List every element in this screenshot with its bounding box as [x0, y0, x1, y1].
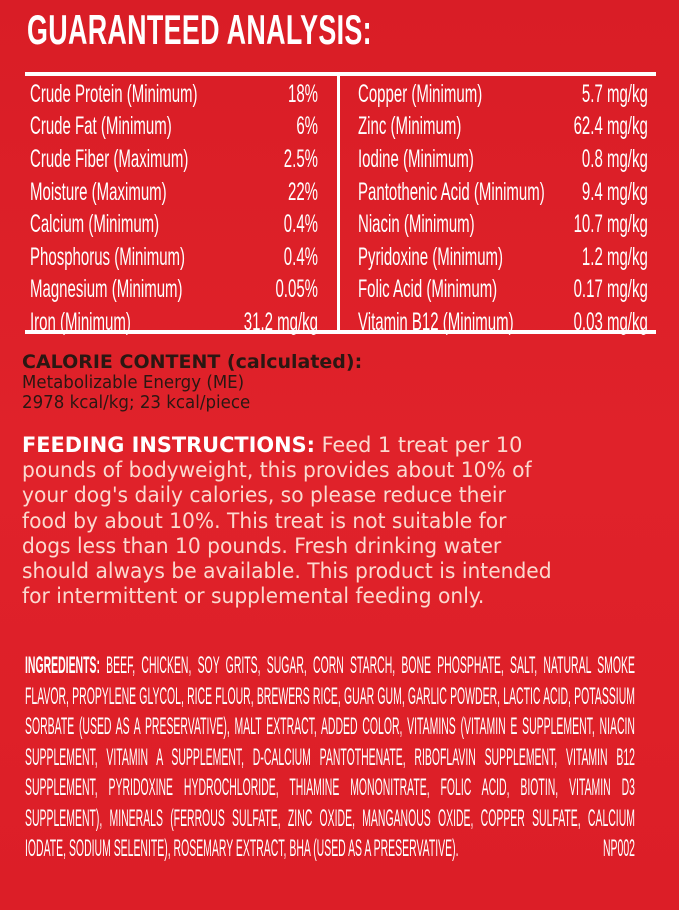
ingredients-line: SUPPLEMENT, VITAMIN A SUPPLEMENT, D-CALC… [25, 743, 635, 771]
calorie-line: Metabolizable Energy (ME) [22, 373, 245, 393]
nutrient-label: Iodine (Minimum) [358, 144, 474, 173]
nutrient-label: Copper (Minimum) [358, 79, 483, 108]
nutrient-value: 6% [296, 112, 318, 141]
analysis-row: Phosphorus (Minimum) 0.4% [30, 241, 318, 274]
feeding-line: food by about 10%. This treat is not sui… [22, 508, 507, 534]
nutrient-label: Vitamin B12 (Minimum) [358, 307, 514, 336]
analysis-row: Copper (Minimum) 5.7 mg/kg [358, 78, 648, 111]
nutrient-value: 10.7 mg/kg [573, 210, 648, 239]
guaranteed-analysis-title: GUARANTEED ANALYSIS: [27, 6, 372, 53]
calorie-heading: CALORIE CONTENT (calculated): [22, 351, 363, 373]
nutrient-label: Pyridoxine (Minimum) [358, 242, 504, 271]
feeding-line: dogs less than 10 pounds. Fresh drinking… [22, 533, 502, 559]
nutrient-label: Iron (Minimum) [30, 307, 131, 336]
table-top-rule [25, 72, 656, 76]
nutrient-label: Calcium (Minimum) [30, 210, 160, 239]
calorie-line: 2978 kcal/kg; 23 kcal/piece [22, 393, 251, 413]
nutrient-label: Phosphorus (Minimum) [30, 242, 186, 271]
feeding-line: for intermittent or supplemental feeding… [22, 584, 485, 610]
nutrient-value: 2.5% [283, 144, 318, 173]
nutrient-value: 62.4 mg/kg [573, 112, 648, 141]
nutrient-label: Crude Protein (Minimum) [30, 79, 198, 108]
ingredients-heading: INGREDIENTS: [25, 652, 100, 679]
feeding-heading: FEEDING INSTRUCTIONS: [22, 433, 315, 458]
nutrient-label: Zinc (Minimum) [358, 112, 462, 141]
nutrient-label: Pantothenic Acid (Minimum) [358, 177, 545, 206]
ingredients-line: SUPPLEMENT), MINERALS (FERROUS SULFATE, … [25, 804, 635, 832]
table-bottom-rule [25, 330, 656, 334]
feeding-instructions: FEEDING INSTRUCTIONS: Feed 1 treat per 1… [22, 433, 585, 609]
nutrient-value: 0.4% [283, 242, 318, 271]
feeding-line: your dog's daily calories, so please red… [22, 483, 506, 509]
ingredients-text: BEEF, CHICKEN, SOY GRITS, SUGAR, CORN ST… [99, 652, 635, 679]
analysis-row: Moisture (Maximum) 22% [30, 176, 318, 209]
analysis-row: Niacin (Minimum) 10.7 mg/kg [358, 208, 648, 241]
feeding-text: Feed 1 treat per 10 [314, 433, 523, 458]
product-code: NP002 [603, 835, 635, 862]
analysis-row: Folic Acid (Minimum) 0.17 mg/kg [358, 274, 648, 307]
nutrient-value: 0.05% [275, 275, 318, 304]
analysis-row: Pyridoxine (Minimum) 1.2 mg/kg [358, 241, 648, 274]
ingredients-line: SORBATE (USED AS A PRESERVATIVE), MALT E… [25, 713, 635, 740]
nutrient-value: 22% [287, 177, 318, 206]
feeding-line: FEEDING INSTRUCTIONS: Feed 1 treat per 1… [22, 433, 568, 458]
nutrient-label: Magnesium (Minimum) [30, 275, 183, 304]
analysis-row: Crude Protein (Minimum) 18% [30, 78, 318, 111]
nutrient-value: 31.2 mg/kg [243, 307, 318, 336]
analysis-row: Iron (Minimum) 31.2 mg/kg [30, 306, 318, 339]
analysis-row: Magnesium (Minimum) 0.05% [30, 274, 318, 307]
nutrient-label: Crude Fat (Minimum) [30, 112, 172, 141]
nutrient-value: 18% [287, 79, 318, 108]
nutrient-value: 0.17 mg/kg [573, 275, 648, 304]
analysis-left-column: Crude Protein (Minimum) 18% Crude Fat (Min… [30, 78, 510, 339]
analysis-row: Zinc (Minimum) 62.4 mg/kg [358, 111, 648, 144]
analysis-row: Vitamin B12 (Minimum) 0.03 mg/kg [358, 306, 648, 339]
analysis-row: Pantothenic Acid (Minimum) 9.4 mg/kg [358, 176, 648, 209]
analysis-row: Calcium (Minimum) 0.4% [30, 208, 318, 241]
analysis-row: Crude Fiber (Maximum) 2.5% [30, 143, 318, 176]
feeding-line: should always be available. This product… [22, 559, 552, 585]
ingredients-line: INGREDIENTS: BEEF, CHICKEN, SOY GRITS, S… [25, 651, 635, 682]
ingredients-line: IODATE, SODIUM SELENITE), ROSEMARY EXTRA… [25, 834, 635, 865]
nutrient-label: Crude Fiber (Maximum) [30, 144, 189, 173]
nutrient-value: 5.7 mg/kg [581, 79, 648, 108]
calorie-content: CALORIE CONTENT (calculated): Metaboliza… [22, 351, 362, 413]
analysis-row: Crude Fat (Minimum) 6% [30, 111, 318, 144]
nutrient-value: 0.03 mg/kg [573, 307, 648, 336]
ingredients-line: SUPPLEMENT, PYRIDOXINE HYDROCHLORIDE, TH… [25, 774, 635, 801]
ingredients-line: FLAVOR, PROPYLENE GLYCOL, RICE FLOUR, BR… [25, 682, 635, 710]
nutrient-label: Folic Acid (Minimum) [358, 275, 498, 304]
nutrient-value: 0.8 mg/kg [581, 144, 648, 173]
table-divider [337, 74, 340, 332]
nutrient-value: 9.4 mg/kg [581, 177, 648, 206]
nutrient-label: Niacin (Minimum) [358, 210, 475, 239]
ingredients-text: IODATE, SODIUM SELENITE), ROSEMARY EXTRA… [25, 835, 459, 862]
nutrient-value: 0.4% [283, 210, 318, 239]
nutrient-label: Moisture (Maximum) [30, 177, 167, 206]
analysis-right-column: Copper (Minimum) 5.7 mg/kg Zinc (Minimum) 6… [358, 78, 679, 339]
analysis-row: Iodine (Minimum) 0.8 mg/kg [358, 143, 648, 176]
feeding-line: pounds of bodyweight, this provides abou… [22, 458, 532, 484]
ingredients: INGREDIENTS: BEEF, CHICKEN, SOY GRITS, S… [25, 651, 679, 865]
nutrient-value: 1.2 mg/kg [581, 242, 648, 271]
